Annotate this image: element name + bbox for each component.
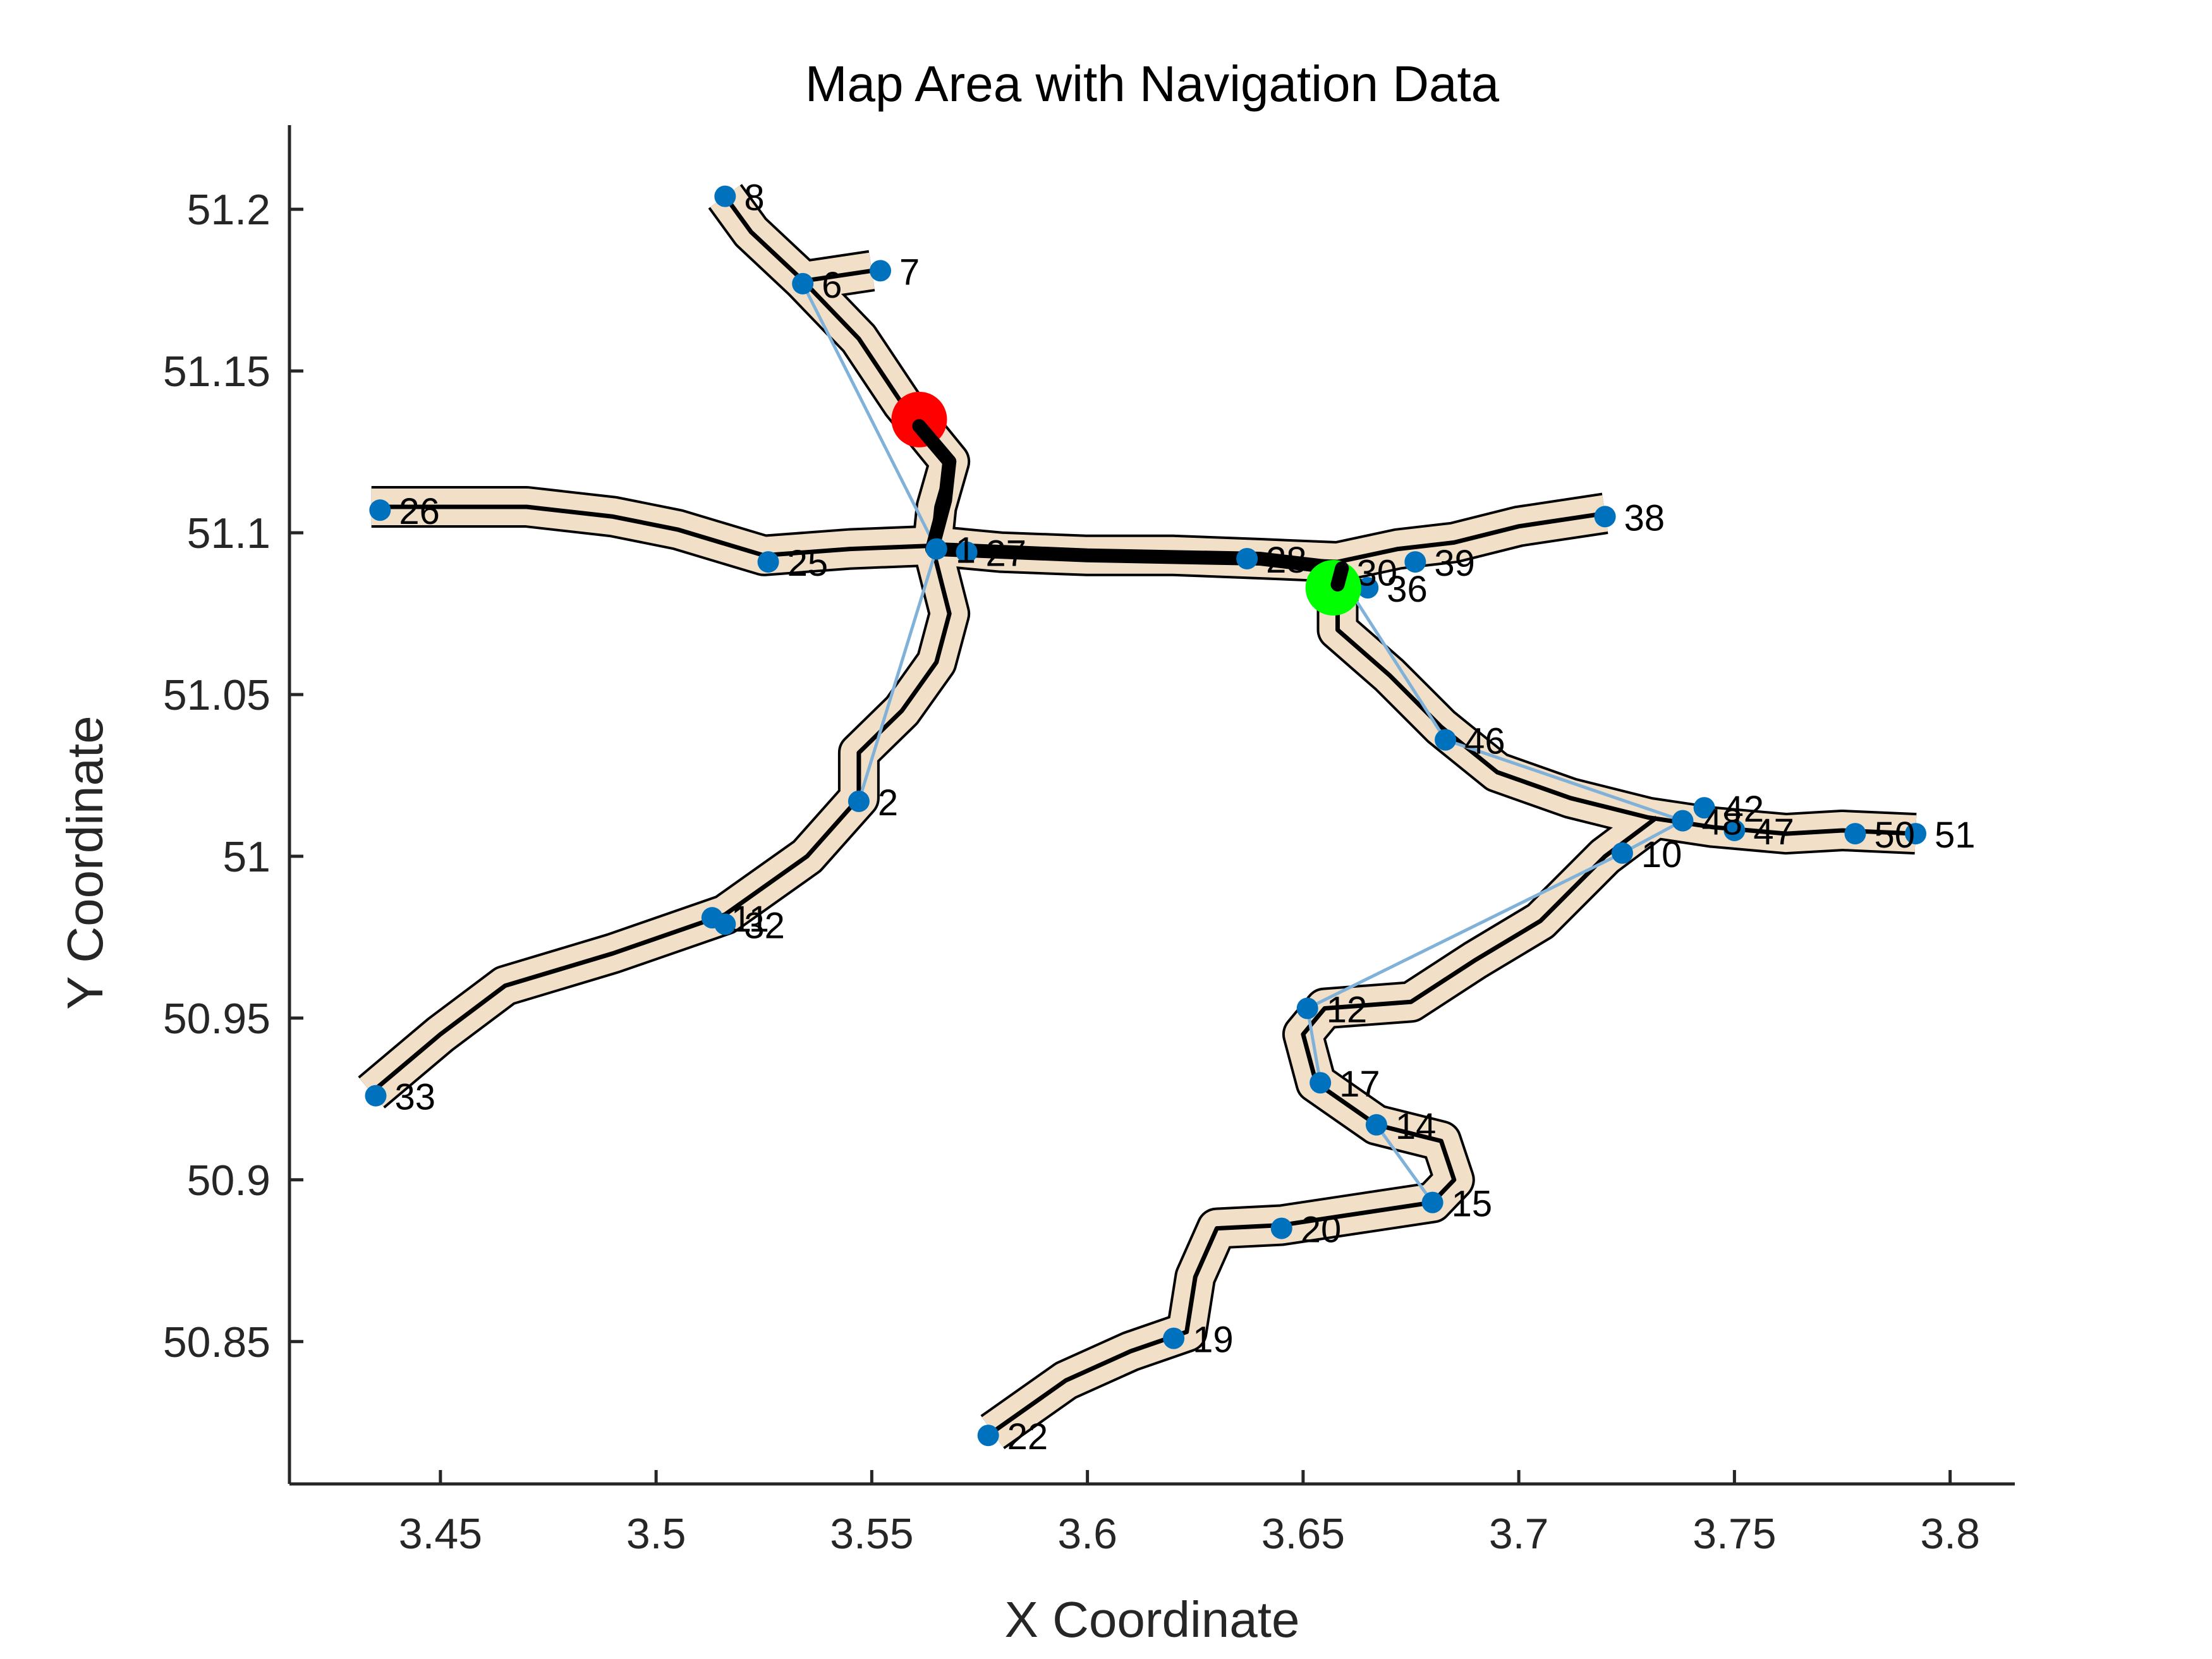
node-label-30: 30 <box>1356 552 1397 593</box>
node-15 <box>1421 1191 1443 1213</box>
node-label-14: 14 <box>1395 1106 1437 1147</box>
node-label-42: 42 <box>1723 789 1765 830</box>
node-label-22: 22 <box>1007 1416 1048 1457</box>
chart-title: Map Area with Navigation Data <box>805 56 1500 112</box>
node-link-6 <box>1306 1008 1322 1083</box>
node-label-10: 10 <box>1641 834 1682 875</box>
node-17 <box>1310 1072 1332 1094</box>
node-label-50: 50 <box>1874 815 1915 856</box>
y-tick-label-2: 50.95 <box>163 995 270 1043</box>
node-1 <box>925 538 947 560</box>
node-link-5 <box>1306 851 1624 1010</box>
node-10 <box>1611 842 1633 864</box>
node-38 <box>1594 506 1616 528</box>
node-label-51: 51 <box>1935 815 1976 856</box>
y-axis-label: Y Coordinate <box>57 715 113 1010</box>
node-26 <box>369 499 391 521</box>
node-label-39: 39 <box>1434 543 1475 584</box>
node-label-26: 26 <box>399 491 440 532</box>
node-7 <box>870 260 892 282</box>
road-centerline-1 <box>806 268 872 283</box>
node-label-6: 6 <box>822 265 842 306</box>
node-20 <box>1270 1217 1292 1239</box>
node-47 <box>1723 819 1746 841</box>
x-axis-label: X Coordinate <box>1005 1591 1300 1648</box>
node-2 <box>848 790 870 812</box>
node-label-8: 8 <box>744 178 764 219</box>
node-label-36: 36 <box>1387 569 1428 610</box>
node-label-28: 28 <box>1266 540 1307 581</box>
x-tick-label-3: 3.6 <box>1057 1510 1117 1558</box>
x-tick-label-6: 3.75 <box>1692 1510 1776 1558</box>
node-label-2: 2 <box>878 782 898 823</box>
node-link-1 <box>857 548 939 802</box>
x-tick-label-7: 3.8 <box>1920 1510 1980 1558</box>
node-label-25: 25 <box>787 543 829 584</box>
node-32 <box>714 913 736 935</box>
node-33 <box>365 1085 387 1107</box>
y-tick-label-6: 51.15 <box>163 348 270 396</box>
axes <box>288 125 2015 1486</box>
node-label-1: 1 <box>956 530 976 571</box>
node-label-19: 19 <box>1193 1320 1234 1361</box>
node-label-17: 17 <box>1339 1064 1380 1105</box>
node-label-38: 38 <box>1624 497 1665 538</box>
node-19 <box>1163 1327 1185 1349</box>
y-tick-label-3: 51 <box>222 833 270 881</box>
x-tick-label-4: 3.65 <box>1261 1510 1345 1558</box>
node-6 <box>792 272 814 295</box>
node-label-20: 20 <box>1301 1210 1342 1251</box>
road-centerline-5 <box>1335 578 1916 836</box>
y-tick-label-5: 51.1 <box>187 509 270 557</box>
y-tick-label-1: 50.9 <box>187 1157 270 1205</box>
x-tick-label-0: 3.45 <box>399 1510 482 1558</box>
y-tick-label-0: 50.85 <box>163 1318 270 1366</box>
node-48 <box>1672 810 1694 832</box>
x-tick-label-1: 3.5 <box>626 1510 686 1558</box>
node-label-33: 33 <box>395 1077 436 1118</box>
road-centerline-6 <box>991 815 1658 1434</box>
node-46 <box>1435 729 1457 751</box>
markers-layer <box>891 391 1361 616</box>
node-39 <box>1404 551 1426 573</box>
x-tick-label-2: 3.55 <box>830 1510 913 1558</box>
node-link-7 <box>1375 1124 1434 1204</box>
node-27 <box>956 541 978 563</box>
node-link-0 <box>801 283 938 550</box>
x-tick-label-5: 3.7 <box>1489 1510 1549 1558</box>
node-22 <box>977 1425 999 1447</box>
node-label-47: 47 <box>1753 811 1794 853</box>
route-end-segment <box>1330 561 1349 592</box>
route-start-segment <box>912 419 957 469</box>
road-centerline-4 <box>370 545 952 1095</box>
node-label-11: 11 <box>731 899 769 940</box>
x-axis-ticks: 3.45 3.5 3.55 3.6 3.65 3.7 3.75 3.8 <box>399 1470 1980 1558</box>
node-link-3 <box>1445 738 1684 822</box>
node-label-12: 12 <box>1327 990 1368 1031</box>
road-centerline-2 <box>371 504 933 558</box>
node-50 <box>1844 823 1866 845</box>
node-link-4 <box>1621 819 1684 854</box>
y-tick-label-4: 51.05 <box>163 671 270 719</box>
node-28 <box>1236 547 1258 569</box>
node-label-15: 15 <box>1452 1184 1493 1225</box>
node-label-27: 27 <box>986 533 1027 574</box>
node-label-46: 46 <box>1464 721 1505 762</box>
node-14 <box>1365 1114 1387 1136</box>
y-axis-ticks: 50.85 50.9 50.95 51 51.05 51.1 51.15 51.2 <box>163 186 303 1366</box>
node-36 <box>1357 577 1379 599</box>
node-25 <box>757 551 779 573</box>
node-12 <box>1296 997 1318 1019</box>
node-42 <box>1693 797 1715 819</box>
node-51 <box>1905 823 1927 845</box>
node-label-32: 32 <box>744 905 785 946</box>
node-label-48: 48 <box>1701 802 1742 843</box>
node-8 <box>714 185 736 207</box>
node-label-7: 7 <box>899 252 920 293</box>
y-tick-label-7: 51.2 <box>187 186 270 234</box>
